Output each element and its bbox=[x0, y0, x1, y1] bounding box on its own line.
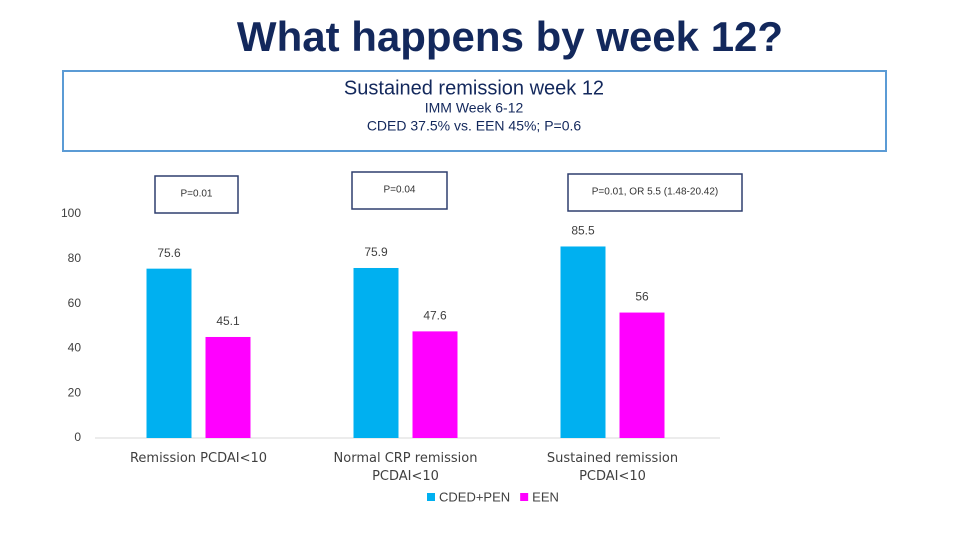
bar bbox=[205, 336, 251, 438]
bar bbox=[619, 312, 665, 438]
y-tick-label: 60 bbox=[68, 296, 82, 310]
bar bbox=[353, 267, 399, 438]
y-tick-label: 100 bbox=[61, 206, 81, 220]
value-label: 56 bbox=[635, 290, 649, 304]
annotation-box bbox=[567, 173, 743, 212]
annotation: P=0.01 bbox=[181, 189, 213, 200]
summary-line: CDED 37.5% vs. EEN 45%; P=0.6 bbox=[367, 118, 582, 134]
x-tick-label: Remission PCDAI<10 bbox=[129, 451, 268, 466]
summary-line: IMM Week 6-12 bbox=[425, 100, 524, 116]
y-tick-label: 80 bbox=[68, 251, 82, 265]
annotation: P=0.01, OR 5.5 (1.48-20.42) bbox=[592, 187, 718, 198]
annotation-box bbox=[351, 171, 448, 210]
value-label: 75.6 bbox=[157, 246, 181, 260]
y-tick-label: 20 bbox=[68, 385, 82, 399]
y-tick-label: 40 bbox=[68, 341, 82, 355]
bar bbox=[560, 246, 606, 438]
slide-title: What happens by week 12? bbox=[237, 13, 783, 60]
summary-heading: Sustained remission week 12 bbox=[344, 77, 604, 99]
legend-swatch bbox=[427, 493, 435, 501]
y-tick-label: 0 bbox=[74, 430, 81, 444]
value-label: 47.6 bbox=[423, 309, 447, 323]
value-label: 45.1 bbox=[216, 314, 240, 328]
x-tick-label: Normal CRP remission PCDAI<10 bbox=[333, 451, 478, 484]
legend-swatch bbox=[520, 493, 529, 501]
value-label: 75.9 bbox=[364, 245, 388, 259]
legend-label: EEN bbox=[532, 489, 559, 504]
value-label: 85.5 bbox=[571, 224, 595, 238]
annotation-box bbox=[154, 175, 239, 214]
bar bbox=[146, 268, 192, 438]
summary-box bbox=[62, 70, 887, 152]
bar bbox=[412, 331, 458, 438]
x-tick-label: Sustained remission PCDAI<10 bbox=[546, 451, 679, 484]
legend-label: CDED+PEN bbox=[439, 489, 510, 504]
annotation: P=0.04 bbox=[384, 185, 416, 196]
